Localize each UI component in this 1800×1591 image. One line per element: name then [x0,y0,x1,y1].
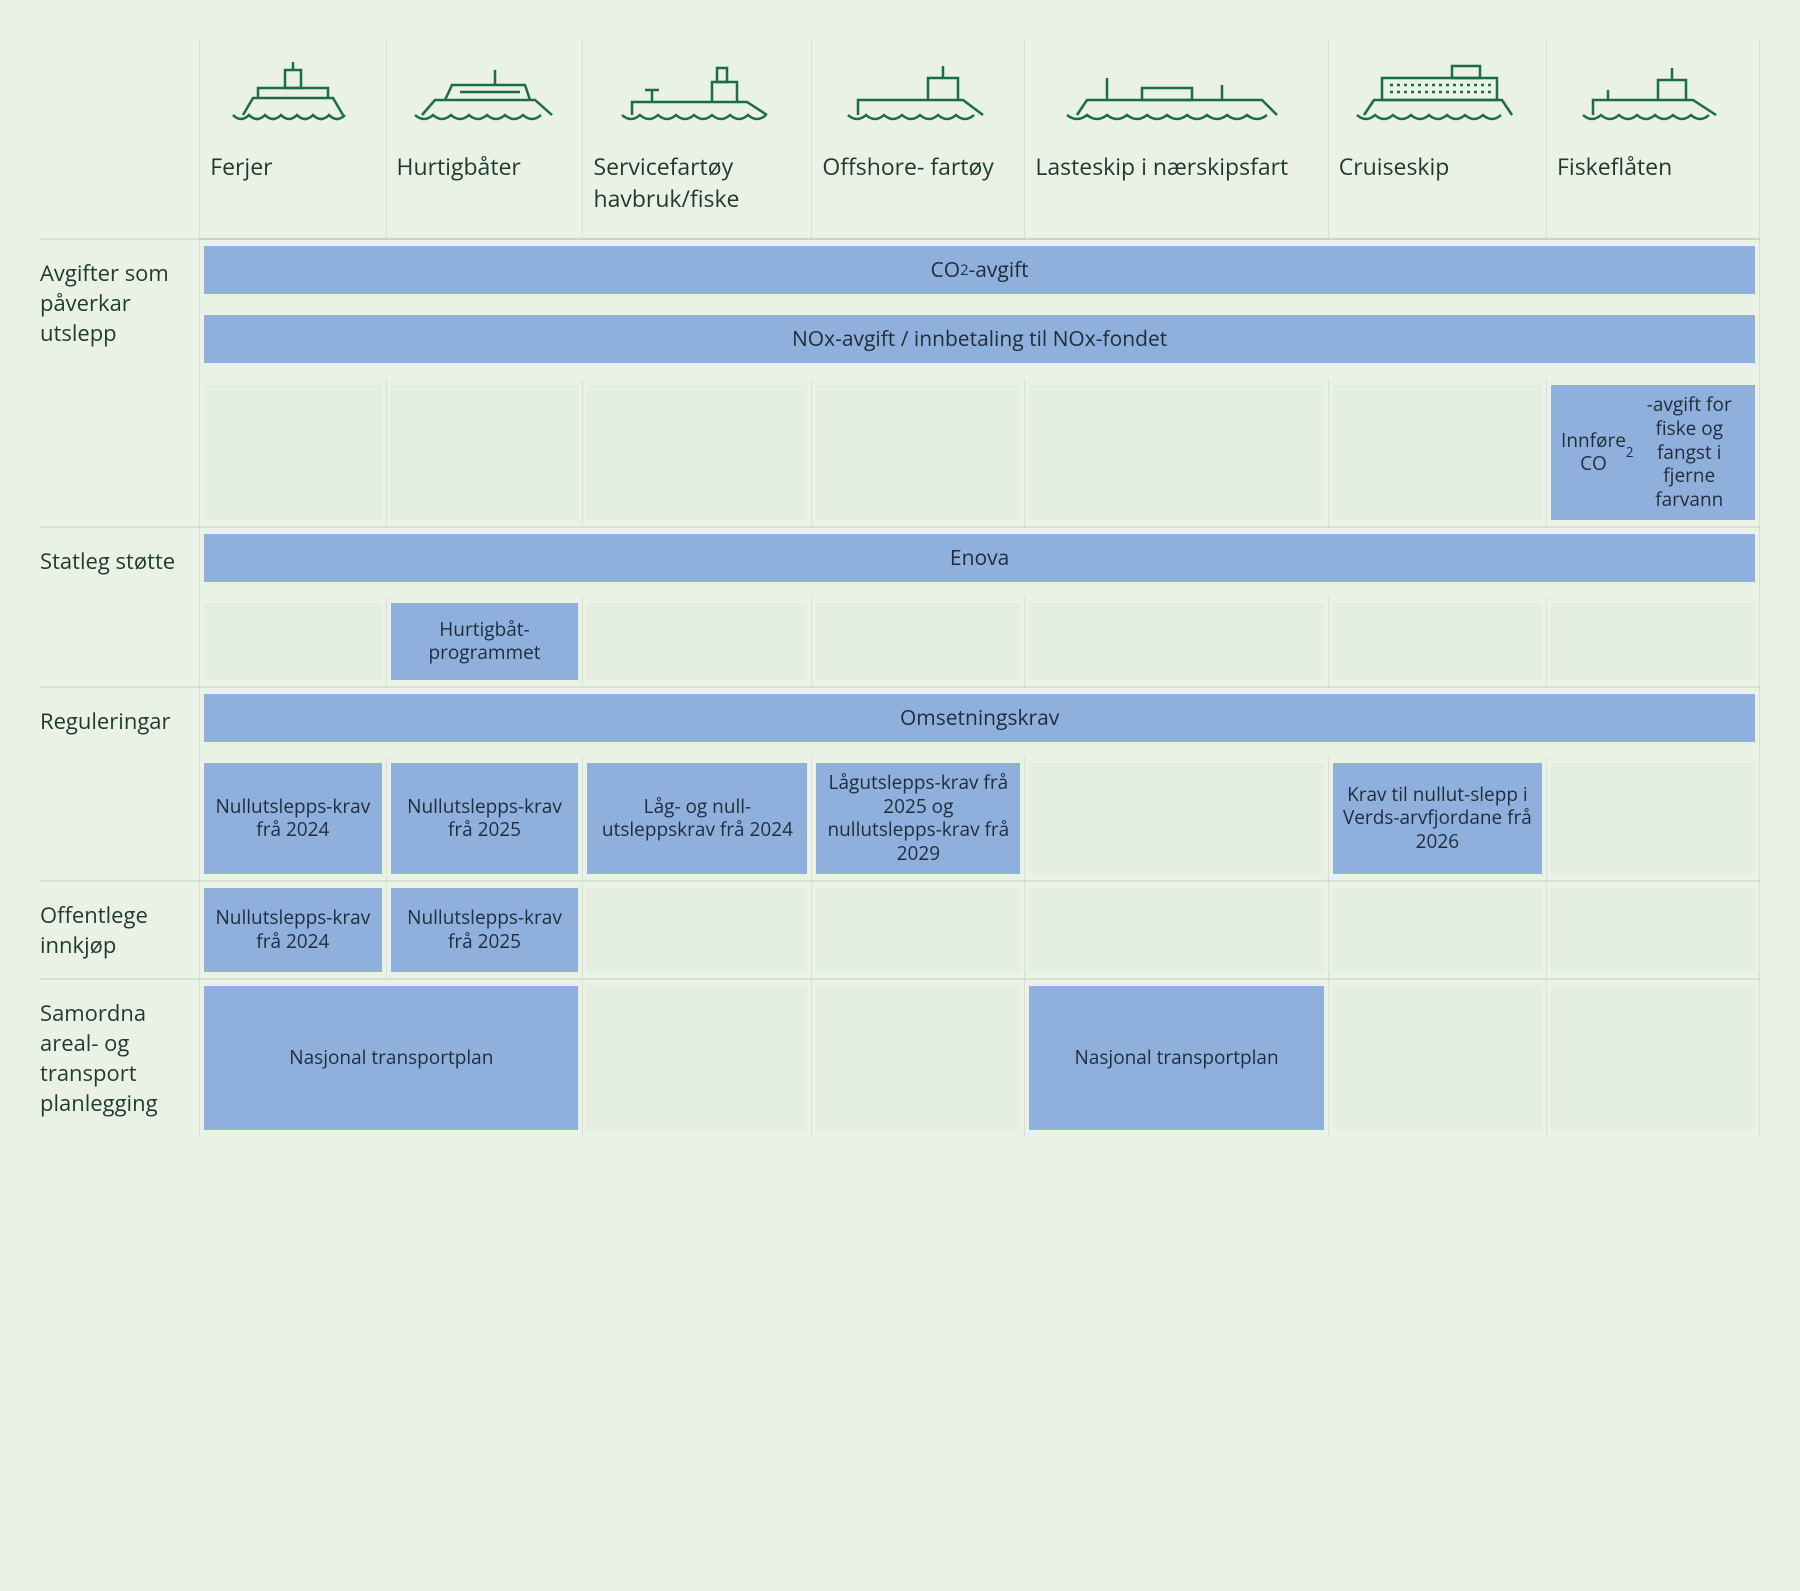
bar-nox-avgift: NOx-avgift / innbetaling til NOx-fondet [204,315,1755,363]
row-avgifter: Avgifter som påverkar utslepp [40,239,200,527]
bar-reg-hurtig: Nullutslepps-krav frå 2025 [391,763,579,874]
col-lasteskip: Lasteskip i nærskipsfart [1025,136,1328,239]
row-planlegging: Samordna areal- og transport planlegging [40,979,200,1136]
col-ferjer: Ferjer [200,136,386,239]
bar-co2-avgift: CO2-avgift [204,246,1755,294]
bar-co2-fiske: Innføre CO2-avgift for fiske og fangst i… [1551,385,1755,520]
service-vessel-icon [583,40,812,136]
col-fiske: Fiskeflåten [1547,136,1760,239]
row-innkjop: Offentlege innkjøp [40,881,200,979]
bar-omsetningskrav: Omsetningskrav [204,694,1755,742]
bar-hurtigbatprogrammet: Hurtigbåt-programmet [391,603,579,680]
col-cruise: Cruiseskip [1328,136,1546,239]
icon-row [40,40,1760,136]
ferry-icon [200,40,386,136]
bar-innkjop-ferjer: Nullutslepps-krav frå 2024 [204,888,381,972]
bar-reg-cruise: Krav til nullut-slepp i Verds-arvfjordan… [1333,763,1542,874]
col-service: Servicefartøy havbruk/fiske [583,136,812,239]
bar-ntp-2: Nasjonal transportplan [1029,986,1323,1130]
fishing-vessel-icon [1547,40,1760,136]
col-offshore: Offshore- fartøy [812,136,1025,239]
cargo-ship-icon [1025,40,1328,136]
row-reguleringar: Reguleringar [40,687,200,881]
bar-ntp-1: Nasjonal transportplan [204,986,578,1130]
bar-innkjop-hurtig: Nullutslepps-krav frå 2025 [391,888,579,972]
cruise-ship-icon [1328,40,1546,136]
bar-reg-ferjer: Nullutslepps-krav frå 2024 [204,763,381,874]
policy-matrix: Ferjer Hurtigbåter Servicefartøy havbruk… [40,40,1760,1136]
fast-ferry-icon [386,40,583,136]
bar-reg-offshore: Lågutslepps-krav frå 2025 og nullutslepp… [816,763,1020,874]
bar-enova: Enova [204,534,1755,582]
offshore-vessel-icon [812,40,1025,136]
row-stotte: Statleg støtte [40,527,200,687]
col-hurtigbat: Hurtigbåter [386,136,583,239]
column-header-row: Ferjer Hurtigbåter Servicefartøy havbruk… [40,136,1760,239]
bar-reg-service: Låg- og null-utsleppskrav frå 2024 [587,763,807,874]
